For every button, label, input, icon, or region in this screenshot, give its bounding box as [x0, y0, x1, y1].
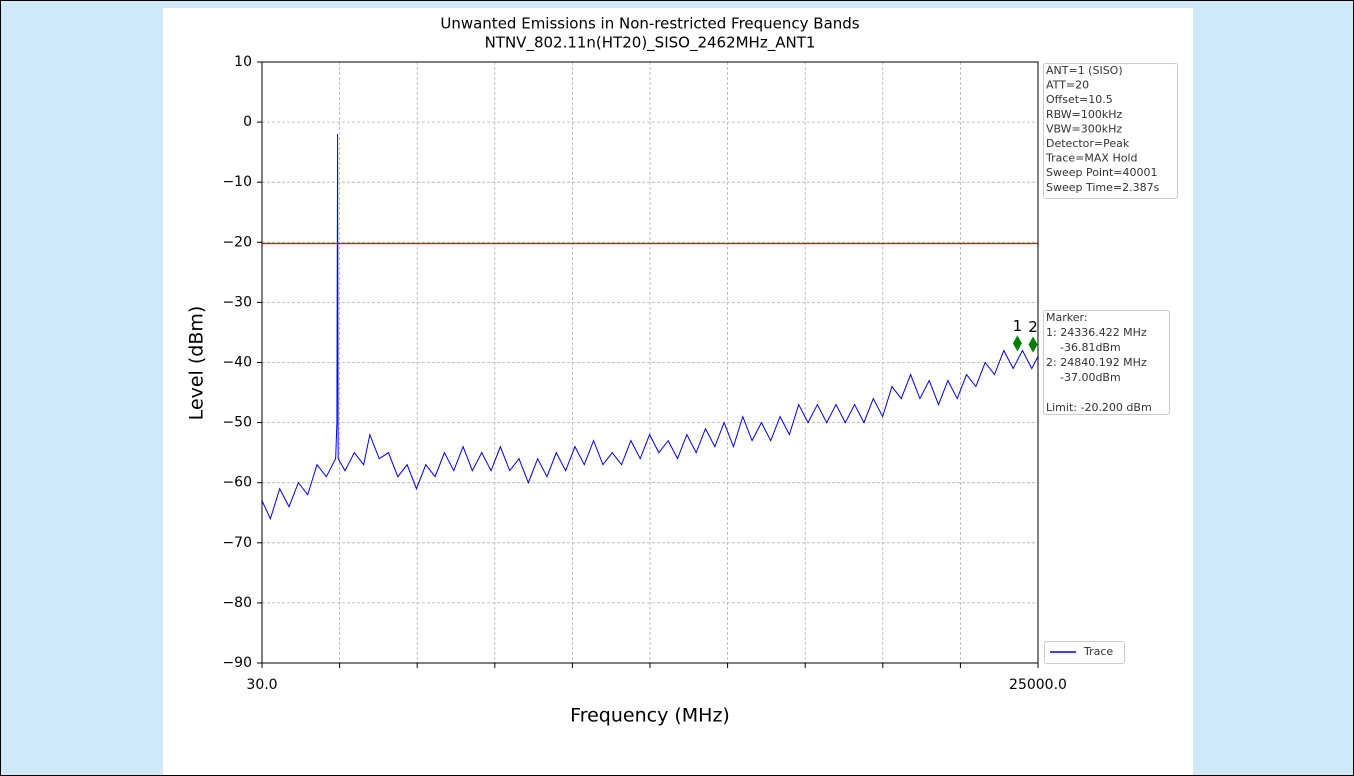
settings-text: RBW=100kHz: [1046, 108, 1123, 121]
legend-label: Trace: [1083, 645, 1113, 658]
panel: [163, 8, 1193, 776]
y-axis-label: Level (dBm): [186, 306, 208, 421]
marker-text: 2: 24840.192 MHz: [1046, 356, 1147, 369]
settings-text: Sweep Point=40001: [1046, 166, 1158, 179]
settings-text: VBW=300kHz: [1046, 122, 1122, 135]
y-tick-label: −80: [222, 595, 252, 611]
y-tick-label: −40: [222, 355, 252, 371]
y-tick-label: −20: [222, 234, 252, 250]
settings-box: [1043, 63, 1178, 199]
y-tick-label: −30: [222, 294, 252, 310]
marker-text: Limit: -20.200 dBm: [1046, 401, 1152, 414]
marker-diamond: [1012, 335, 1022, 352]
settings-text: ANT=1 (SISO): [1046, 64, 1123, 77]
marker-label: 1: [1013, 317, 1023, 335]
x-tick-label: 30.0: [246, 677, 277, 693]
marker-text: Marker:: [1046, 311, 1088, 324]
marker-text: -37.00dBm: [1046, 371, 1121, 384]
settings-text: Trace=MAX Hold: [1045, 152, 1138, 165]
y-tick-label: −50: [222, 415, 252, 431]
marker-box: [1043, 310, 1170, 415]
settings-text: Detector=Peak: [1046, 137, 1130, 150]
y-tick-label: −10: [222, 174, 252, 190]
y-tick-label: −70: [222, 535, 252, 551]
x-axis-label: Frequency (MHz): [570, 705, 730, 727]
y-tick-label: 10: [234, 54, 252, 70]
trace-line: [261, 134, 1039, 521]
x-tick-label: 25000.0: [1009, 677, 1067, 693]
y-tick-label: −90: [222, 655, 252, 671]
y-tick-label: 0: [243, 114, 252, 130]
marker-text: -36.81dBm: [1046, 341, 1121, 354]
plot-frame: [261, 61, 1039, 664]
chart-subtitle: NTNV_802.11n(HT20)_SISO_2462MHz_ANT1: [485, 34, 816, 53]
legend-box: [1044, 641, 1125, 664]
settings-text: ATT=20: [1046, 79, 1089, 92]
chart-title: Unwanted Emissions in Non-restricted Fre…: [440, 15, 859, 33]
marker-label: 2: [1028, 318, 1038, 336]
marker-text: 1: 24336.422 MHz: [1046, 326, 1147, 339]
settings-text: Offset=10.5: [1046, 93, 1113, 106]
settings-text: Sweep Time=2.387s: [1046, 181, 1160, 194]
marker-diamond: [1028, 336, 1038, 353]
y-tick-label: −60: [222, 475, 252, 491]
